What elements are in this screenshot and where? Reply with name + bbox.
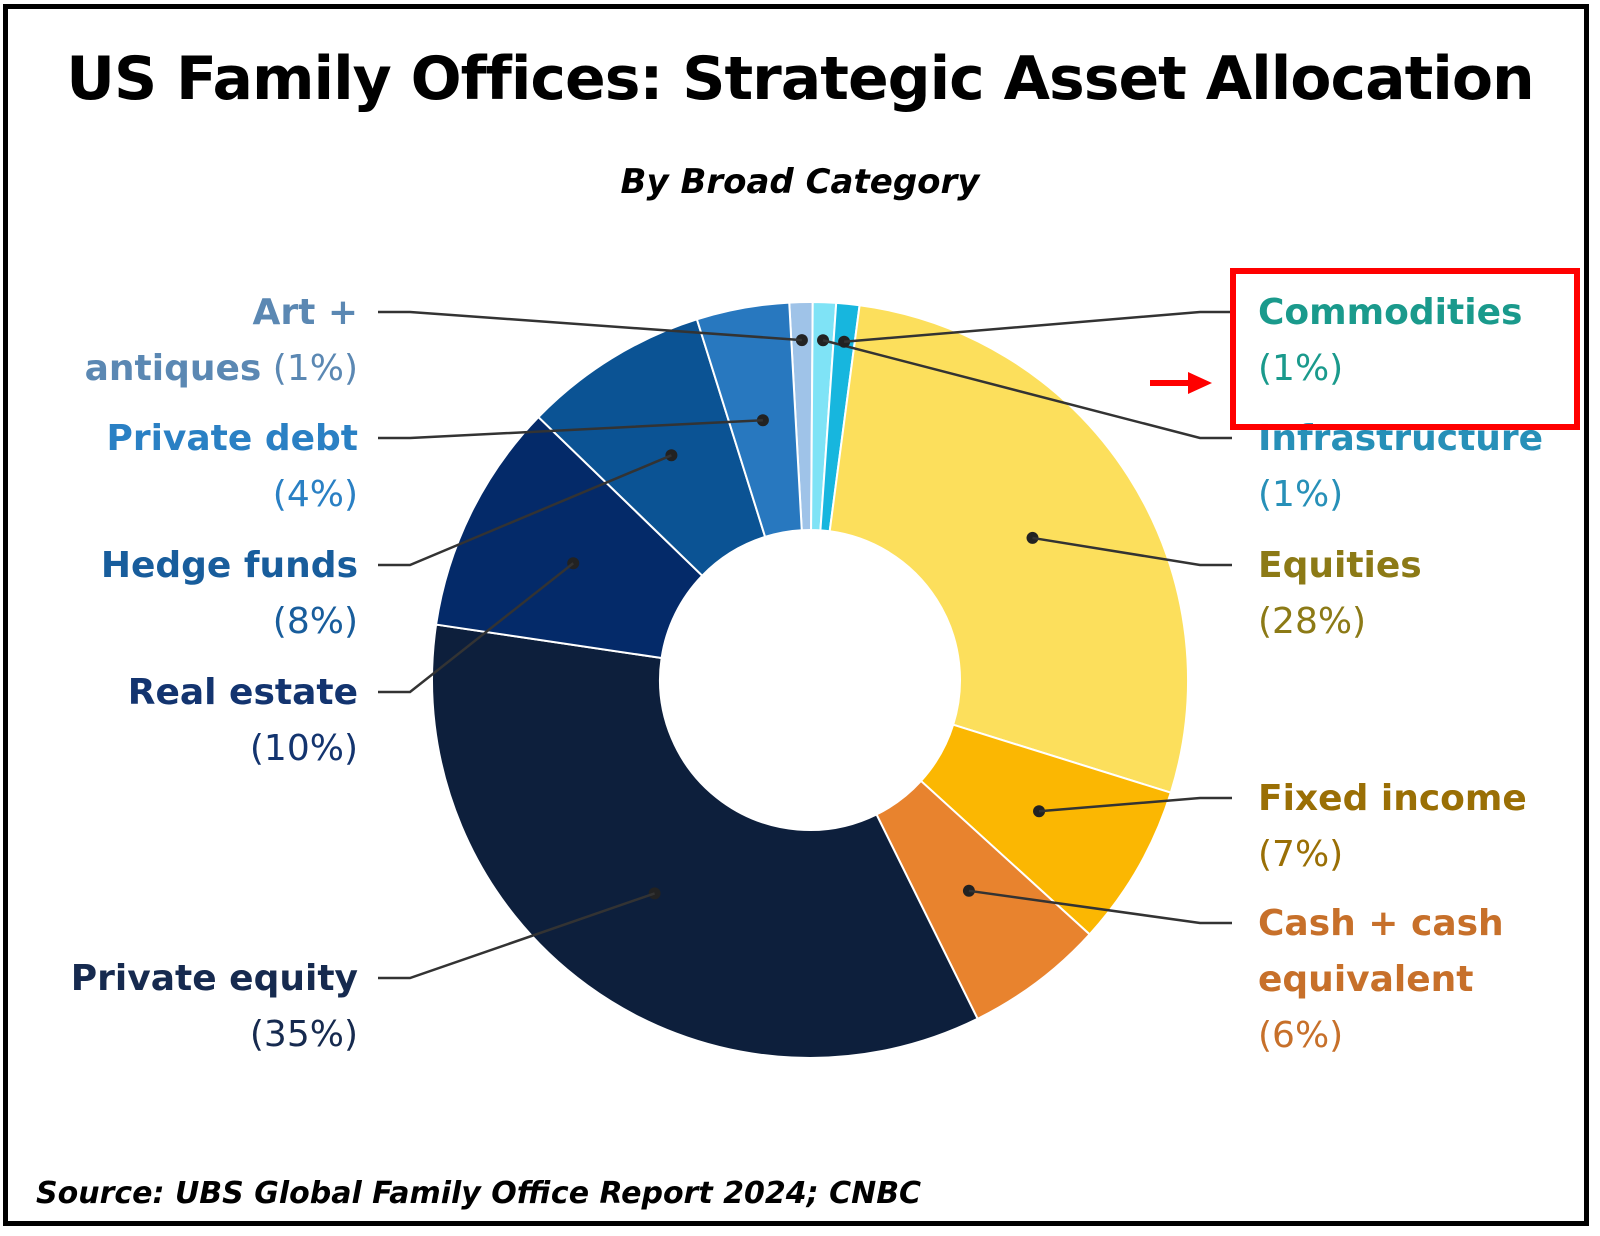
label-equities-pct: (28%)	[1258, 601, 1366, 642]
leader-line-hedge-funds	[378, 454, 672, 567]
label-private-equity-pct: (35%)	[250, 1014, 358, 1055]
label-commodities-pct: (1%)	[1258, 348, 1343, 389]
highlight-box	[1230, 268, 1580, 430]
label-hedge-funds-pct: (8%)	[273, 601, 358, 642]
label-private-debt-pct: (4%)	[273, 474, 358, 515]
label-commodities-name-0: Commodities	[1258, 292, 1522, 333]
leader-line-infrastructure	[822, 339, 1232, 440]
leader-line-commodities	[844, 310, 1232, 343]
label-art-name-1: antiques (1%)	[85, 348, 358, 389]
label-infrastructure-pct: (1%)	[1258, 474, 1343, 515]
label-equities-name-0: Equities	[1258, 545, 1422, 586]
slice-private-equity	[431, 623, 979, 1059]
label-fixed-income-pct: (7%)	[1258, 834, 1343, 875]
leader-line-art	[378, 310, 802, 342]
chart-title: US Family Offices: Strategic Asset Alloc…	[66, 44, 1535, 114]
leader-line-private-debt	[378, 418, 763, 440]
chart-subtitle: By Broad Category	[620, 162, 980, 202]
label-cash-name-1: equivalent	[1258, 959, 1474, 1000]
donut-slices	[431, 301, 1189, 1059]
label-private-equity-name-0: Private equity	[71, 958, 358, 999]
label-art-pct: (1%)	[261, 348, 358, 389]
highlight-arrow	[1150, 372, 1212, 394]
label-real-estate-name-0: Real estate	[128, 672, 358, 713]
label-fixed-income-name-0: Fixed income	[1258, 778, 1527, 819]
leader-line-equities	[1032, 536, 1232, 567]
leader-line-private-equity	[378, 892, 656, 980]
slice-equities	[828, 304, 1189, 794]
label-hedge-funds-name-0: Hedge funds	[101, 545, 358, 586]
label-cash-name-0: Cash + cash	[1258, 903, 1504, 944]
label-cash-pct: (6%)	[1258, 1015, 1343, 1056]
slice-real-estate	[434, 415, 704, 660]
label-private-debt-name-0: Private debt	[106, 418, 358, 459]
leader-line-cash	[968, 889, 1232, 925]
leader-lines	[378, 310, 1232, 980]
leader-line-fixed-income	[1038, 796, 1232, 813]
slice-labels: Art +antiques (1%)Infrastructure(1%)Comm…	[71, 292, 1543, 1056]
label-real-estate-pct: (10%)	[250, 728, 358, 769]
source-note: Source: UBS Global Family Office Report …	[36, 1176, 922, 1211]
label-art-name-0: Art +	[252, 292, 358, 333]
leader-line-real-estate	[378, 562, 575, 694]
